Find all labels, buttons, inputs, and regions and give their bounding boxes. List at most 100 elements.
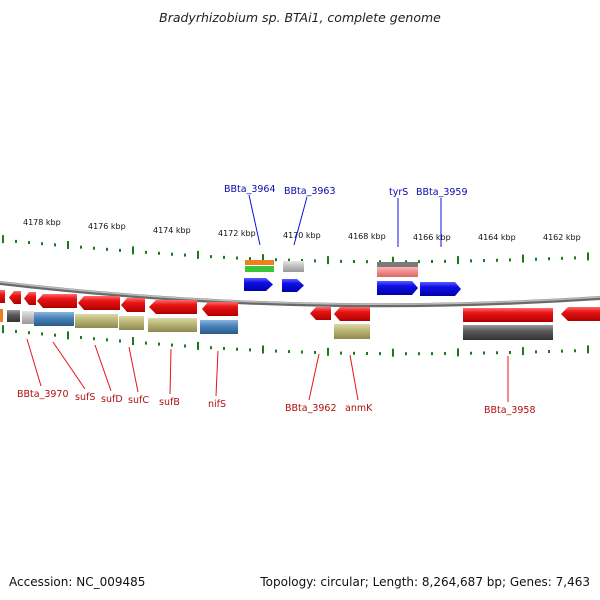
- gene-arrow[interactable]: [463, 308, 553, 322]
- scale-major-tick: [327, 256, 329, 265]
- gene-label[interactable]: BBta_3962: [285, 403, 337, 414]
- scale-minor-tick: [418, 352, 420, 356]
- gene-arrow[interactable]: [244, 278, 273, 291]
- gene-feature[interactable]: [7, 310, 20, 322]
- gene-label[interactable]: BBta_3964: [224, 184, 276, 195]
- scale-minor-tick: [158, 251, 160, 255]
- scale-minor-tick: [54, 243, 56, 247]
- scale-minor-tick: [509, 350, 511, 354]
- accession-text: Accession: NC_009485: [9, 575, 146, 589]
- gene-arrow[interactable]: [202, 302, 238, 316]
- scale-major-tick: [587, 345, 589, 354]
- gene-label[interactable]: BBta_3970: [17, 389, 69, 400]
- scale-minor-tick: [275, 349, 277, 353]
- scale-minor-tick: [314, 259, 316, 263]
- gene-feature[interactable]: [377, 267, 418, 277]
- scale-major-tick: [392, 256, 394, 265]
- scale-minor-tick: [314, 350, 316, 354]
- gene-arrow[interactable]: [121, 298, 145, 312]
- gene-feature[interactable]: [34, 312, 74, 326]
- gene-label[interactable]: BBta_3963: [284, 186, 336, 197]
- scale-minor-tick: [470, 259, 472, 263]
- gene-feature[interactable]: [463, 325, 553, 340]
- gene-feature[interactable]: [200, 320, 238, 334]
- top-gene-labels: BBta_3964 BBta_3963 tyrS BBta_3959: [224, 184, 468, 247]
- gene-feature[interactable]: [22, 311, 34, 324]
- scale-minor-tick: [210, 255, 212, 259]
- scale-minor-tick: [561, 349, 563, 353]
- scale-minor-tick: [470, 351, 472, 355]
- gene-feature[interactable]: [283, 261, 304, 272]
- scale-major-tick: [522, 347, 524, 356]
- scale-major-tick: [67, 241, 69, 250]
- gene-feature[interactable]: [0, 309, 3, 322]
- scale-minor-tick: [171, 343, 173, 347]
- gene-feature[interactable]: [75, 314, 118, 328]
- scale-minor-tick: [379, 260, 381, 264]
- gene-label[interactable]: anmK: [345, 403, 373, 414]
- gene-label[interactable]: tyrS: [389, 187, 408, 198]
- genome-summary-text: Topology: circular; Length: 8,264,687 bp…: [260, 575, 590, 589]
- scale-minor-tick: [249, 257, 251, 261]
- gene-arrow[interactable]: [377, 281, 418, 295]
- scale-minor-tick: [340, 351, 342, 355]
- scale-minor-tick: [80, 245, 82, 249]
- scale-minor-tick: [236, 256, 238, 260]
- gene-label[interactable]: BBta_3959: [416, 187, 468, 198]
- scale-minor-tick: [405, 260, 407, 264]
- scale-minor-tick: [249, 348, 251, 352]
- gene-arrow[interactable]: [78, 296, 120, 310]
- scale-label: 4168 kbp: [348, 232, 386, 241]
- gene-label[interactable]: nifS: [208, 399, 226, 410]
- gene-arrow[interactable]: [310, 307, 331, 320]
- scale-ruler-bottom: [2, 325, 589, 357]
- scale-minor-tick: [171, 252, 173, 256]
- gene-arrow[interactable]: [420, 282, 461, 296]
- scale-minor-tick: [119, 339, 121, 343]
- gene-arrow[interactable]: [149, 300, 197, 314]
- gene-label[interactable]: BBta_3958: [484, 405, 536, 416]
- scale-minor-tick: [223, 255, 225, 259]
- scale-minor-tick: [119, 248, 121, 252]
- scale-minor-tick: [145, 341, 147, 345]
- scale-major-tick: [197, 250, 199, 259]
- scale-label: 4164 kbp: [478, 233, 516, 242]
- scale-minor-tick: [210, 346, 212, 350]
- scale-major-tick: [522, 254, 524, 263]
- gene-feature[interactable]: [245, 260, 274, 265]
- scale-label: 4174 kbp: [153, 226, 191, 235]
- scale-major-tick: [67, 331, 69, 340]
- scale-minor-tick: [236, 347, 238, 351]
- scale-major-tick: [132, 246, 134, 255]
- gene-arrow[interactable]: [37, 294, 77, 308]
- scale-minor-tick: [353, 351, 355, 355]
- scale-minor-tick: [158, 342, 160, 346]
- gene-feature[interactable]: [334, 324, 370, 339]
- gene-label[interactable]: sufS: [75, 392, 95, 403]
- scale-minor-tick: [353, 260, 355, 264]
- scale-minor-tick: [184, 344, 186, 348]
- scale-minor-tick: [106, 247, 108, 251]
- scale-minor-tick: [431, 259, 433, 263]
- gene-feature[interactable]: [119, 316, 144, 330]
- gene-label[interactable]: sufB: [159, 397, 180, 408]
- scale-minor-tick: [223, 346, 225, 350]
- gene-arrow[interactable]: [9, 291, 21, 304]
- gene-label[interactable]: sufD: [101, 394, 123, 405]
- gene-arrow[interactable]: [282, 279, 304, 292]
- gene-label[interactable]: sufC: [128, 395, 149, 406]
- scale-minor-tick: [288, 258, 290, 262]
- scale-minor-tick: [574, 349, 576, 353]
- gene-feature[interactable]: [245, 266, 274, 272]
- gene-arrow[interactable]: [334, 307, 370, 321]
- gene-arrow[interactable]: [0, 290, 5, 303]
- scale-label: 4170 kbp: [283, 231, 321, 240]
- scale-major-tick: [2, 235, 4, 244]
- scale-minor-tick: [41, 332, 43, 336]
- scale-minor-tick: [288, 350, 290, 354]
- gene-feature[interactable]: [377, 262, 418, 268]
- scale-major-tick: [197, 341, 199, 350]
- gene-arrow[interactable]: [24, 292, 36, 305]
- gene-arrow[interactable]: [561, 307, 600, 321]
- gene-feature[interactable]: [148, 318, 197, 332]
